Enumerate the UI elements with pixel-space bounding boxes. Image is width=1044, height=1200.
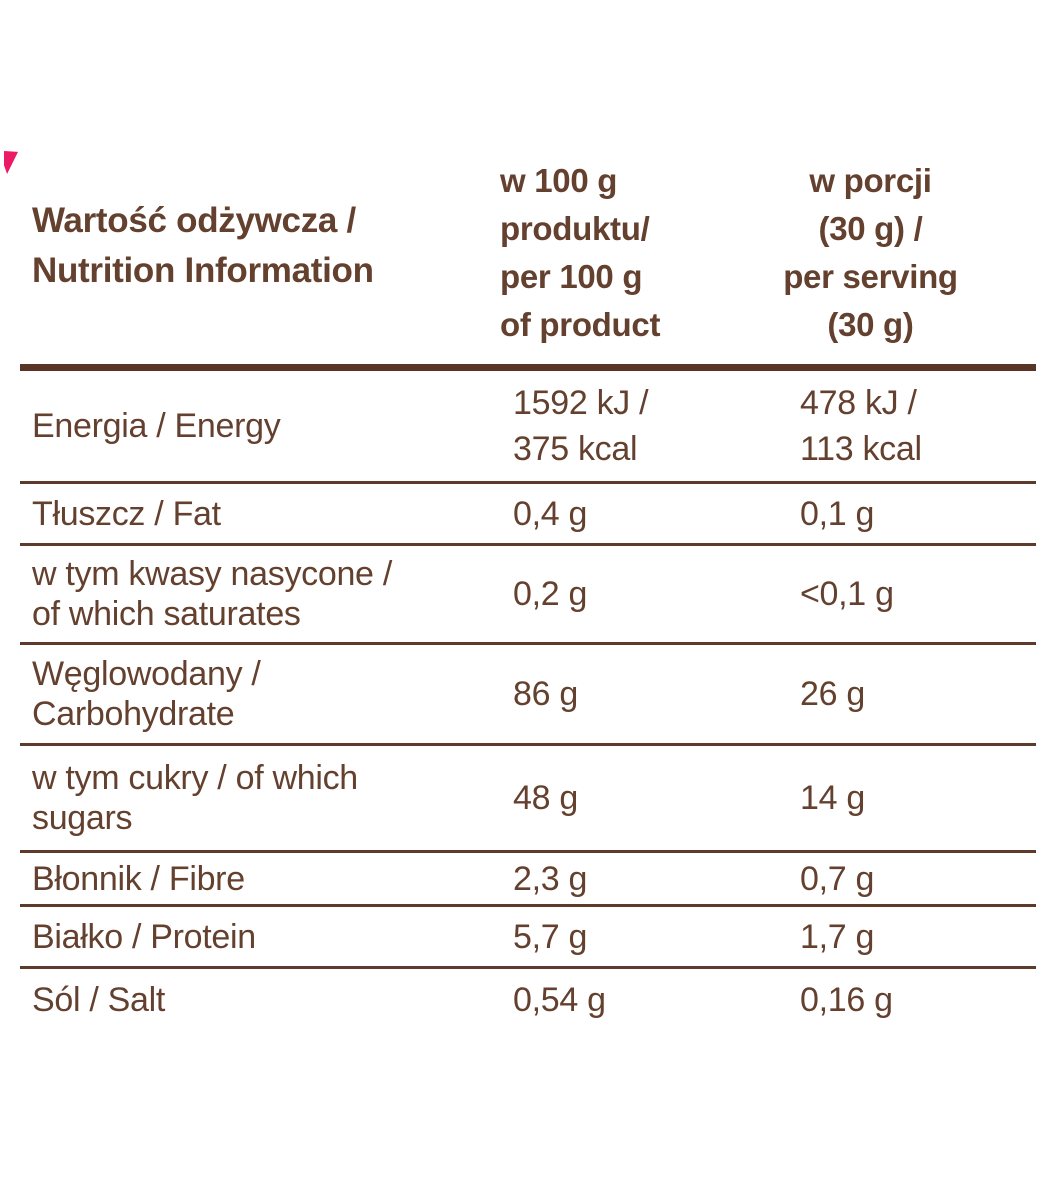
per-100g-value: 1592 kJ / 375 kcal [513,384,649,468]
per-100g-value: 0,4 g [513,494,588,533]
nutrient-label: Energia / Energy [32,407,281,445]
table-row: Tłuszcz / Fat 0,4 g 0,1 g [20,484,1036,546]
per-100g-value: 0,54 g [513,980,606,1019]
nutrient-label: Błonnik / Fibre [32,859,245,898]
per-serving-value: 0,1 g [800,494,875,533]
nutrition-table: Wartość odżywcza / Nutrition Information… [20,150,1036,1030]
table-row: Sól / Salt 0,54 g 0,16 g [20,969,1036,1030]
table-row: Węglowodany / Carbohydrate 86 g 26 g [20,645,1036,746]
per-serving-value: 1,7 g [800,917,875,956]
table-body: Energia / Energy 1592 kJ / 375 kcal 478 … [20,371,1036,1030]
per-100g-value: 5,7 g [513,917,588,956]
column-header-per-serving: w porcji (30 g) / per serving (30 g) [783,162,958,343]
column-header-per-100g: w 100 g produktu/ per 100 g of product [500,162,661,343]
table-row: Błonnik / Fibre 2,3 g 0,7 g [20,853,1036,907]
per-serving-value: <0,1 g [800,575,894,613]
per-100g-value: 2,3 g [513,859,588,898]
table-header-row: Wartość odżywcza / Nutrition Information… [20,150,1036,371]
per-serving-value: 0,16 g [800,980,893,1019]
nutrient-label: w tym kwasy nasycone / of which saturate… [32,555,392,633]
nutrient-label: Sól / Salt [32,980,166,1019]
per-100g-value: 48 g [513,779,578,817]
nutrient-label: Węglowodany / Carbohydrate [32,655,261,733]
nutrient-label: Białko / Protein [32,917,256,956]
pink-corner-triangle-icon [4,151,18,174]
per-serving-value: 14 g [800,779,865,817]
nutrient-label: Tłuszcz / Fat [32,494,221,533]
table-row: w tym kwasy nasycone / of which saturate… [20,546,1036,645]
per-100g-value: 86 g [513,675,578,713]
per-serving-value: 26 g [800,675,865,713]
table-row: Białko / Protein 5,7 g 1,7 g [20,907,1036,969]
per-serving-value: 0,7 g [800,859,875,898]
nutrient-label: w tym cukry / of which sugars [32,759,358,837]
per-serving-value: 478 kJ / 113 kcal [800,384,922,468]
table-row: Energia / Energy 1592 kJ / 375 kcal 478 … [20,371,1036,484]
table-row: w tym cukry / of which sugars 48 g 14 g [20,746,1036,853]
per-100g-value: 0,2 g [513,575,588,613]
table-title: Wartość odżywcza / Nutrition Information [32,201,374,290]
